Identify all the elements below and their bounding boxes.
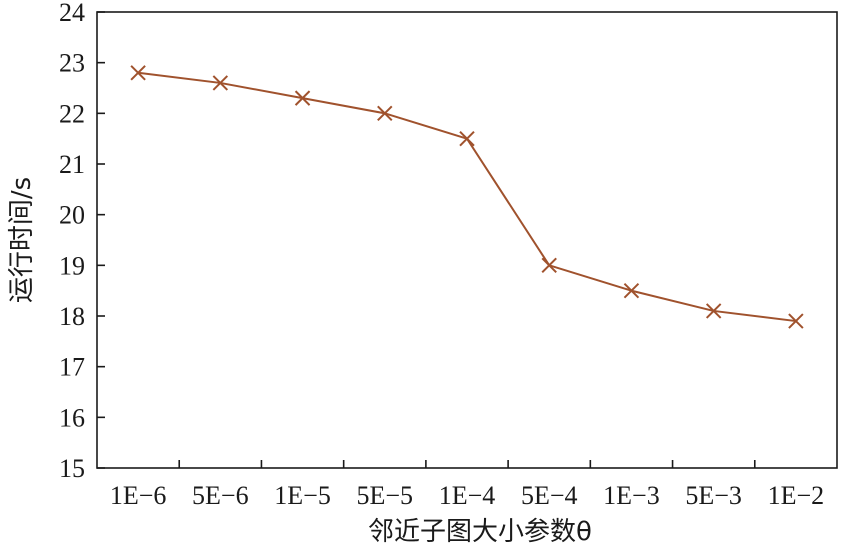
y-tick-label: 23 <box>59 49 85 78</box>
x-tick-label: 5E−4 <box>521 481 578 510</box>
series-group <box>130 65 804 329</box>
data-point-marker <box>623 282 640 299</box>
data-point-marker <box>459 130 475 147</box>
x-tick-label: 1E−6 <box>110 481 167 510</box>
x-tick-label: 1E−4 <box>439 481 496 510</box>
data-point-marker <box>130 65 146 81</box>
x-tick-label: 1E−5 <box>274 481 331 510</box>
plot-area-frame <box>96 11 838 469</box>
y-tick-label: 20 <box>59 201 85 230</box>
data-point-marker <box>705 303 722 319</box>
x-tick-label: 5E−6 <box>192 481 249 510</box>
y-tick-label: 22 <box>59 99 85 128</box>
y-tick-label: 19 <box>59 251 85 280</box>
x-tick-label: 1E−2 <box>768 481 825 510</box>
y-axis-title: 运行时间/s <box>7 177 37 303</box>
y-axis: 15 16 17 18 19 20 21 22 23 24 <box>59 0 105 483</box>
y-tick-label: 17 <box>59 353 85 382</box>
y-tick-label: 18 <box>59 302 85 331</box>
data-point-marker <box>377 105 393 122</box>
data-point-marker <box>541 257 557 274</box>
x-tick-label: 5E−3 <box>685 481 742 510</box>
data-point-marker <box>294 90 311 106</box>
series-line <box>137 71 797 323</box>
y-tick-label: 15 <box>59 454 85 483</box>
x-tick-label: 1E−3 <box>603 481 660 510</box>
data-point-marker <box>788 313 804 329</box>
y-tick-label: 16 <box>59 403 85 432</box>
x-axis-title: 邻近子图大小参数θ <box>368 517 592 547</box>
y-tick-label: 21 <box>59 150 85 179</box>
x-axis: 1E−6 5E−6 1E−5 5E−5 1E−4 5E−4 1E−3 5E−3 1E−2 <box>110 460 824 510</box>
plot-area-border <box>96 11 838 469</box>
y-tick-label: 24 <box>59 0 85 27</box>
x-tick-label: 5E−5 <box>357 481 414 510</box>
data-point-marker <box>212 75 229 91</box>
